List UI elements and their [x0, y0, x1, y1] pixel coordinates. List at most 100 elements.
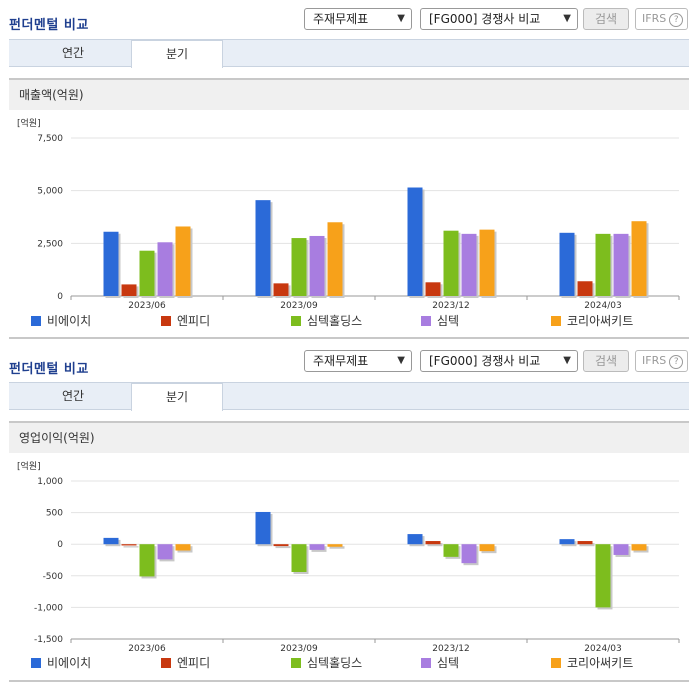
bar-엔피디 — [273, 283, 289, 296]
ifrs-button[interactable]: IFRS? — [635, 8, 688, 30]
legend-label: 코리아써키트 — [567, 314, 634, 328]
bar-비에이치 — [255, 511, 271, 545]
period-tabs: 연간 분기 — [9, 39, 689, 68]
panel-operating-profit: 펀더멘털 비교 주재무제표 ▼ [FG000] 경쟁사 비교 ▼ 검색 IFRS? … — [0, 342, 696, 684]
bar-비에이치 — [407, 534, 423, 545]
legend-label: 엔피디 — [177, 314, 211, 328]
panel-title: 펀더멘털 비교 — [9, 362, 89, 377]
y-tick-label: -1,500 — [34, 635, 63, 645]
legend-swatch — [291, 658, 301, 668]
x-tick-label: 2024/03 — [584, 644, 621, 654]
bar-코리아써키트 — [327, 544, 343, 547]
bar-비에이치 — [103, 231, 119, 296]
x-tick-label: 2023/06 — [128, 301, 166, 311]
bar-심텍 — [613, 544, 629, 555]
help-icon[interactable]: ? — [669, 13, 684, 27]
legend-label: 심텍홀딩스 — [307, 314, 363, 328]
legend-swatch — [421, 316, 431, 326]
legend-item[interactable]: 심텍 — [421, 656, 459, 670]
legend-swatch — [161, 658, 171, 668]
legend-label: 비에이치 — [47, 314, 92, 328]
tab-quarterly[interactable]: 분기 — [131, 40, 223, 68]
legend-label: 엔피디 — [177, 656, 211, 670]
legend-label: 심텍홀딩스 — [307, 656, 363, 670]
legend-item[interactable]: 엔피디 — [161, 314, 210, 328]
peer-select[interactable]: [FG000] 경쟁사 비교 ▼ — [420, 350, 578, 372]
help-icon[interactable]: ? — [669, 355, 684, 369]
ifrs-button[interactable]: IFRS? — [635, 350, 688, 372]
bar-엔피디 — [577, 281, 593, 296]
legend-item[interactable]: 비에이치 — [31, 656, 91, 670]
legend-item[interactable]: 코리아써키트 — [551, 656, 633, 670]
legend-swatch — [551, 316, 561, 326]
legend-label: 비에이치 — [47, 656, 92, 670]
y-tick-label: -1,000 — [34, 603, 63, 613]
legend-item[interactable]: 비에이치 — [31, 314, 91, 328]
chevron-down-icon: ▼ — [563, 13, 571, 24]
bar-코리아써키트 — [631, 544, 647, 551]
y-tick-label: 500 — [46, 509, 63, 519]
x-tick-label: 2023/06 — [128, 644, 166, 654]
bar-심텍 — [461, 233, 477, 296]
bar-코리아써키트 — [631, 221, 647, 296]
legend-item[interactable]: 심텍홀딩스 — [291, 314, 362, 328]
x-tick-label: 2023/09 — [280, 301, 318, 311]
tab-quarterly[interactable]: 분기 — [131, 383, 223, 411]
legend-item[interactable]: 코리아써키트 — [551, 314, 633, 328]
panel-revenue: 펀더멘털 비교 주재무제표 ▼ [FG000] 경쟁사 비교 ▼ 검색 IFRS? … — [9, 8, 689, 339]
bar-엔피디 — [425, 541, 441, 545]
y-tick-label: 7,500 — [37, 134, 63, 144]
bar-엔피디 — [273, 544, 289, 547]
legend-label: 심텍 — [437, 656, 460, 670]
legend-item[interactable]: 엔피디 — [161, 656, 210, 670]
chart-title: 영업이익(억원) — [9, 423, 689, 453]
revenue-chart: [억원] 0 2,500 5,000 7,500 2023/06 2023/09 2023/1… — [17, 117, 680, 311]
bar-심텍홀딩스 — [291, 238, 307, 296]
bar-코리아써키트 — [175, 226, 191, 296]
x-tick-label: 2023/12 — [432, 301, 469, 311]
bar-비에이치 — [103, 537, 119, 545]
statement-select[interactable]: 주재무제표 ▼ — [304, 8, 412, 30]
bar-shadow — [427, 543, 443, 547]
bar-심텍홀딩스 — [443, 230, 459, 296]
ifrs-label: IFRS — [642, 354, 667, 367]
bar-엔피디 — [577, 541, 593, 545]
bar-비에이치 — [407, 187, 423, 296]
search-button[interactable]: 검색 — [583, 350, 629, 372]
bar-비에이치 — [255, 200, 271, 296]
legend-swatch — [31, 658, 41, 668]
unit-label: [억원] — [17, 460, 41, 472]
bar-엔피디 — [425, 282, 441, 296]
bar-심텍 — [461, 544, 477, 564]
legend-swatch — [161, 316, 171, 326]
y-tick-label: 2,500 — [37, 239, 63, 249]
statement-select[interactable]: 주재무제표 ▼ — [304, 350, 412, 372]
bar-shadow — [579, 543, 595, 547]
chart-container: 매출액(억원) [억원] 0 2,500 5,000 7,500 2023/06 2023/… — [9, 78, 689, 339]
legend-swatch — [31, 316, 41, 326]
chevron-down-icon: ▼ — [397, 13, 405, 24]
chevron-down-icon: ▼ — [397, 355, 405, 366]
bar-심텍 — [157, 544, 173, 560]
chart-container: 영업이익(억원) [억원] -1,500 -1,000 -500 0 500 1,000 20… — [9, 421, 689, 682]
tab-annual[interactable]: 연간 — [61, 46, 85, 60]
y-tick-label: 0 — [57, 540, 63, 550]
peer-select[interactable]: [FG000] 경쟁사 비교 ▼ — [420, 8, 578, 30]
chevron-down-icon: ▼ — [563, 355, 571, 366]
legend-item[interactable]: 심텍 — [421, 314, 459, 328]
y-tick-label: 5,000 — [37, 187, 63, 197]
bar-비에이치 — [559, 539, 575, 545]
period-tabs: 연간 분기 — [9, 382, 689, 411]
bar-심텍홀딩스 — [443, 544, 459, 557]
search-button[interactable]: 검색 — [583, 8, 629, 30]
peer-select-value: [FG000] 경쟁사 비교 — [429, 354, 541, 368]
legend-swatch — [291, 316, 301, 326]
y-tick-label: -500 — [43, 572, 64, 582]
legend-label: 심텍 — [437, 314, 460, 328]
bar-코리아써키트 — [175, 544, 191, 551]
operating-profit-chart: [억원] -1,500 -1,000 -500 0 500 1,000 2023/06 2023… — [17, 460, 680, 654]
legend-item[interactable]: 심텍홀딩스 — [291, 656, 362, 670]
bar-코리아써키트 — [479, 544, 495, 552]
bar-심텍 — [613, 233, 629, 296]
tab-annual[interactable]: 연간 — [61, 389, 85, 403]
